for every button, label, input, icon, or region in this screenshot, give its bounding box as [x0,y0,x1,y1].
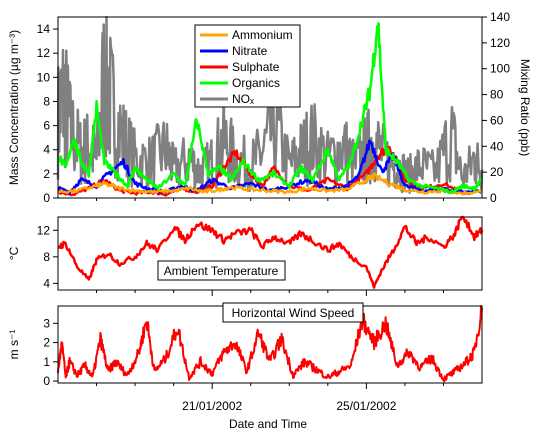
temp-y-axis-title: °C [7,246,21,260]
legend: Ammonium Nitrate Sulphate Organics NOₓ [194,24,301,108]
wind-panel: 0 1 2 3 m s⁻¹ Horizontal Wind Speed [7,302,483,389]
y-axis-title-left: Mass Concentration (µg m⁻³) [7,30,21,185]
legend-label-ammonium: Ammonium [232,28,293,42]
temp-y-tick-label: 12 [37,223,51,237]
wind-y-tick-label: 3 [43,316,50,330]
aerosol-panel-frame [57,16,483,199]
x-tick-label: 25/01/2002 [336,399,396,413]
legend-label-sulphate: Sulphate [232,60,280,74]
wind-y-axis-title: m s⁻¹ [7,330,21,360]
temperature-panel-frame [57,216,483,291]
y-left-tick-label: 8 [43,94,50,108]
x-tick-label: 21/01/2002 [182,399,242,413]
series-line-temperature [57,215,484,289]
series-line-wind [57,305,483,383]
y-left-tick-label: 10 [37,70,51,84]
y-left-tick-label: 0 [43,191,50,205]
date-axis: 21/01/2002 25/01/2002 [182,399,397,413]
legend-label-nitrate: Nitrate [232,44,268,58]
y-right-tick-label: 20 [490,165,504,179]
temp-annotation-box [157,260,286,281]
y-axis-title-right: Mixing Ratio (ppb) [518,59,532,156]
y-left-tick-label: 4 [43,143,50,157]
y-right-tick-label: 120 [490,36,510,50]
x-axis-title: Date and Time [229,417,307,431]
y-right-tick-label: 60 [490,113,504,127]
y-left-tick-label: 14 [37,22,51,36]
y-right-tick-label: 100 [490,62,510,76]
y-right-tick-label: 80 [490,88,504,102]
legend-label-organics: Organics [232,76,280,90]
temperature-panel: 4 8 12 °C Ambient Temperature [7,215,484,296]
y-left-tick-label: 12 [37,46,51,60]
wind-annotation: Horizontal Wind Speed [232,306,355,320]
wind-y-tick-label: 2 [43,336,50,350]
temp-annotation: Ambient Temperature [164,264,279,278]
y-right-tick-label: 140 [490,10,510,24]
wind-annotation-box [222,302,364,323]
wind-y-tick-label: 0 [43,374,50,388]
wind-y-tick-label: 1 [43,355,50,369]
y-left-tick-label: 2 [43,167,50,181]
series-line-ammonium [57,172,483,196]
legend-label-nox: NOₓ [232,92,254,106]
y-right-tick-label: 0 [490,191,497,205]
y-left-tick-label: 6 [43,119,50,133]
temp-y-tick-label: 8 [43,250,50,264]
temp-y-tick-label: 4 [43,276,50,290]
series-line-organics [57,22,484,194]
y-right-tick-label: 40 [490,139,504,153]
